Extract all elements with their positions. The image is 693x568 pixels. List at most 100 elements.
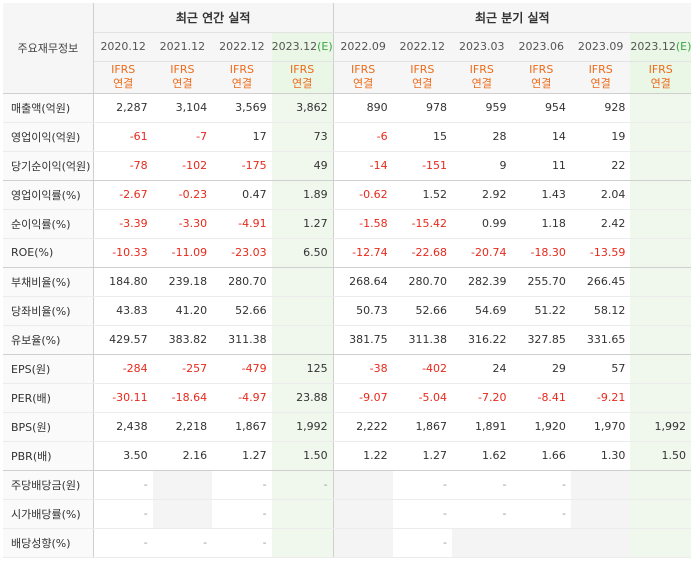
value-cell: - <box>271 470 334 500</box>
value-cell: -13.59 <box>570 238 631 268</box>
value-cell: -5.04 <box>392 383 453 413</box>
ifrs-line1: IFRS <box>229 63 254 76</box>
period-label: 2021.12 <box>159 40 206 53</box>
table-row: 영업이익률(%) -2.67 -0.23 0.47 1.89 -0.62 1.52 2.92 1… <box>3 180 691 210</box>
table-row: PBR(배) 3.50 2.16 1.27 1.50 1.22 1.27 1.62 1.66 1.… <box>3 441 691 471</box>
ifrs-line2: 연결 <box>352 77 374 90</box>
value-cell: 1.89 <box>271 180 334 210</box>
period-label: 2020.12 <box>100 40 146 53</box>
period-header: 2022.12 <box>392 32 453 62</box>
ifrs-label: IFRS 연결 <box>333 61 393 94</box>
ifrs-line2: 연결 <box>291 77 313 90</box>
value-cell: 43.83 <box>93 296 153 326</box>
value-cell: 1.18 <box>511 209 571 239</box>
value-cell: -11.09 <box>152 238 213 268</box>
value-cell: 266.45 <box>570 267 631 297</box>
value-cell: 282.39 <box>452 267 512 297</box>
value-cell: 2,287 <box>93 93 153 123</box>
value-cell: - <box>212 499 272 529</box>
value-cell: 239.18 <box>152 267 213 297</box>
estimate-tag: (E) <box>317 40 333 53</box>
value-cell: 50.73 <box>333 296 393 326</box>
value-cell <box>152 499 213 529</box>
value-cell: 11 <box>511 151 571 181</box>
row-label: 배당성향(%) <box>3 528 94 558</box>
value-cell: 125 <box>271 354 334 384</box>
value-cell: 2,222 <box>333 412 393 442</box>
ifrs-line2: 연결 <box>172 77 193 90</box>
value-cell: 1,920 <box>511 412 571 442</box>
ifrs-line2: 연결 <box>471 77 492 90</box>
value-cell: -22.68 <box>392 238 453 268</box>
value-cell <box>570 528 631 558</box>
value-cell: - <box>212 528 272 558</box>
value-cell: 1.43 <box>511 180 571 210</box>
value-cell: 1.52 <box>392 180 453 210</box>
value-cell: - <box>212 470 272 500</box>
value-cell: 280.70 <box>212 267 272 297</box>
value-cell: -9.07 <box>333 383 393 413</box>
value-cell <box>630 93 691 123</box>
value-cell: - <box>392 499 453 529</box>
value-cell: -0.62 <box>333 180 393 210</box>
value-cell <box>630 180 691 210</box>
value-cell: 890 <box>333 93 393 123</box>
value-cell: 954 <box>511 93 571 123</box>
value-cell: 1,891 <box>452 412 512 442</box>
value-cell: 73 <box>271 122 334 152</box>
value-cell: 381.75 <box>333 325 393 355</box>
row-label: EPS(원) <box>3 354 94 384</box>
row-label: 당기순이익(억원) <box>3 151 94 181</box>
value-cell: - <box>93 499 153 529</box>
value-cell <box>630 122 691 152</box>
ifrs-label: IFRS 연결 <box>271 61 334 94</box>
table-row: 영업이익(억원) -61 -7 17 73 -6 15 28 14 19 <box>3 122 691 152</box>
value-cell: -7.20 <box>452 383 512 413</box>
value-cell: 1.50 <box>271 441 334 471</box>
value-cell <box>333 528 393 558</box>
value-cell: -0.23 <box>152 180 213 210</box>
corner-label: 주요재무정보 <box>3 3 94 94</box>
value-cell: 57 <box>570 354 631 384</box>
period-label: 2023.03 <box>459 40 505 53</box>
value-cell: 3,104 <box>152 93 213 123</box>
value-cell: 959 <box>452 93 512 123</box>
value-cell: 54.69 <box>452 296 512 326</box>
value-cell: 1.66 <box>511 441 571 471</box>
value-cell: -18.64 <box>152 383 213 413</box>
value-cell <box>630 528 691 558</box>
value-cell: 52.66 <box>392 296 453 326</box>
period-label: 2023.12 <box>630 40 676 53</box>
value-cell: -402 <box>392 354 453 384</box>
value-cell: -38 <box>333 354 393 384</box>
value-cell: -18.30 <box>511 238 571 268</box>
value-cell: -4.97 <box>212 383 272 413</box>
table-row: EPS(원) -284 -257 -479 125 -38 -402 24 29 57 <box>3 354 691 384</box>
period-label: 2022.09 <box>340 40 386 53</box>
row-label: 당좌비율(%) <box>3 296 94 326</box>
value-cell <box>630 325 691 355</box>
period-header: 2023.06 <box>511 32 571 62</box>
ifrs-label: IFRS 연결 <box>212 61 272 94</box>
ifrs-line1: IFRS <box>469 63 494 76</box>
value-cell: 429.57 <box>93 325 153 355</box>
row-label: 매출액(억원) <box>3 93 94 123</box>
value-cell: - <box>392 470 453 500</box>
value-cell: - <box>93 470 153 500</box>
value-cell: -1.58 <box>333 209 393 239</box>
value-cell: 1,867 <box>392 412 453 442</box>
value-cell: 2.42 <box>570 209 631 239</box>
value-cell: 3,569 <box>212 93 272 123</box>
row-label: 유보율(%) <box>3 325 94 355</box>
table-row: 매출액(억원) 2,287 3,104 3,569 3,862 890 978 959 954 9… <box>3 93 691 123</box>
value-cell: 1.22 <box>333 441 393 471</box>
row-label: 시가배당률(%) <box>3 499 94 529</box>
value-cell: -4.91 <box>212 209 272 239</box>
value-cell: 1.27 <box>212 441 272 471</box>
ifrs-label: IFRS 연결 <box>511 61 571 94</box>
value-cell: 316.22 <box>452 325 512 355</box>
ifrs-line1: IFRS <box>170 63 195 76</box>
value-cell <box>630 383 691 413</box>
ifrs-line2: 연결 <box>113 77 134 90</box>
value-cell <box>630 354 691 384</box>
